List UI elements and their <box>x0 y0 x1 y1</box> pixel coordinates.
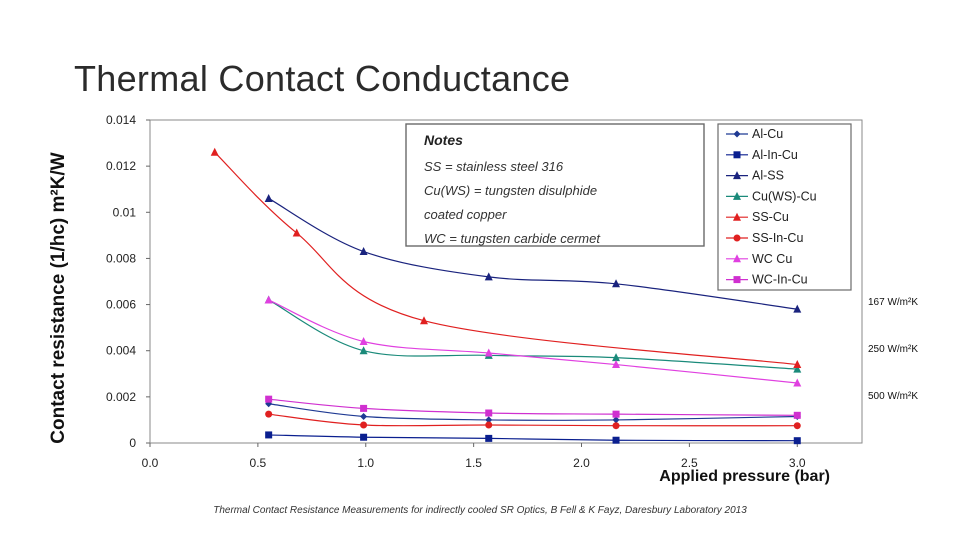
notes-frame <box>405 123 705 247</box>
x-tick-label: 3.0 <box>789 456 806 470</box>
x-tick-label: 0.5 <box>250 456 267 470</box>
y-tick-label: 0.012 <box>106 159 136 173</box>
data-point <box>793 411 801 419</box>
notes-line: Cu(WS) = tungsten disulphide <box>424 183 597 198</box>
series-al-ss <box>264 193 802 313</box>
legend-label: Cu(WS)-Cu <box>752 189 817 203</box>
series-ss-in-cu <box>265 410 801 430</box>
data-point <box>733 212 741 221</box>
notes-line: SS = stainless steel 316 <box>424 159 564 174</box>
data-point <box>793 360 802 369</box>
data-point <box>793 304 802 313</box>
legend-label: SS-In-Cu <box>752 231 803 245</box>
legend-label: Al-In-Cu <box>752 148 798 162</box>
x-tick-label: 1.5 <box>465 456 482 470</box>
data-point <box>210 147 219 156</box>
data-point <box>485 434 493 442</box>
y-tick-label: 0.008 <box>106 251 136 265</box>
data-point <box>292 228 301 237</box>
data-point <box>612 436 620 444</box>
data-point <box>264 193 273 202</box>
notes-heading: Notes <box>424 132 463 148</box>
data-point <box>733 234 741 242</box>
series-wc-cu <box>264 295 802 387</box>
data-point <box>733 151 741 159</box>
data-point <box>612 410 620 418</box>
y-tick-label: 0.014 <box>106 113 136 127</box>
notes-line: coated copper <box>424 207 507 222</box>
y-tick-label: 0 <box>129 436 136 450</box>
y-axis-title: Contact resistance (1/hc) m²K/W <box>48 152 69 443</box>
data-point <box>360 433 368 441</box>
data-point <box>793 364 802 373</box>
series-line <box>268 434 798 442</box>
y-tick-label: 0.006 <box>106 298 136 312</box>
data-point <box>265 410 273 418</box>
data-point <box>359 336 368 345</box>
data-point <box>612 422 620 430</box>
data-point <box>360 421 368 429</box>
data-point <box>360 404 368 412</box>
data-point <box>733 171 741 180</box>
data-point <box>612 353 621 362</box>
series-ss-cu <box>210 147 802 369</box>
x-tick-label: 2.5 <box>681 456 698 470</box>
data-point <box>359 346 368 355</box>
data-point <box>420 316 429 325</box>
series-line <box>268 403 798 421</box>
legend-label: Al-Cu <box>752 127 783 141</box>
data-point <box>733 130 741 138</box>
data-point <box>484 272 493 281</box>
legend-label: SS-Cu <box>752 210 789 224</box>
series-line <box>268 299 798 370</box>
series-line <box>214 151 798 366</box>
y-tick-label: 0.002 <box>106 390 136 404</box>
legend: Al-Cu Al-In-Cu Al-SS Cu(WS)-Cu SS-Cu SS-In-Cu… <box>717 123 852 291</box>
series-line <box>268 299 798 384</box>
x-tick-label: 0.0 <box>142 456 159 470</box>
x-axis-title: Applied pressure (bar) <box>659 468 830 485</box>
data-point <box>265 395 273 403</box>
slide-title: Thermal Contact Conductance <box>74 58 571 99</box>
x-tick-label: 1.0 <box>357 456 374 470</box>
data-point <box>612 416 620 424</box>
series-line <box>268 398 798 416</box>
series-line <box>268 413 798 427</box>
legend-label: WC Cu <box>752 252 792 266</box>
notes-box: Notes SS = stainless steel 316 Cu(WS) = tu… <box>405 123 705 247</box>
citation-caption: Thermal Contact Resistance Measurements … <box>213 505 747 516</box>
data-point <box>484 348 493 357</box>
series-wc-in-cu <box>265 395 801 419</box>
data-point <box>485 421 493 429</box>
data-point <box>360 412 368 420</box>
data-point <box>359 247 368 256</box>
data-point <box>733 254 741 263</box>
data-point <box>612 279 621 288</box>
data-point <box>793 378 802 387</box>
data-point <box>485 409 493 417</box>
series-line <box>268 197 798 310</box>
data-point <box>485 416 493 424</box>
y-tick-label: 0.004 <box>106 344 136 358</box>
x-tick-label: 2.0 <box>573 456 590 470</box>
series-al-in-cu <box>265 431 801 445</box>
data-point <box>793 437 801 445</box>
callout-167: 167 W/m²K <box>868 297 919 308</box>
data-point <box>733 191 741 200</box>
data-point <box>264 295 273 304</box>
callout-250: 250 W/m²K <box>868 344 919 355</box>
legend-label: WC-In-Cu <box>752 273 808 287</box>
data-point <box>612 360 621 369</box>
legend-label: Al-SS <box>752 169 784 183</box>
data-point <box>733 276 741 284</box>
y-tick-label: 0.01 <box>113 205 137 219</box>
data-point <box>793 422 801 430</box>
notes-line: WC = tungsten carbide cermet <box>424 231 601 246</box>
callout-500: 500 W/m²K <box>868 391 919 402</box>
data-point <box>265 431 273 439</box>
